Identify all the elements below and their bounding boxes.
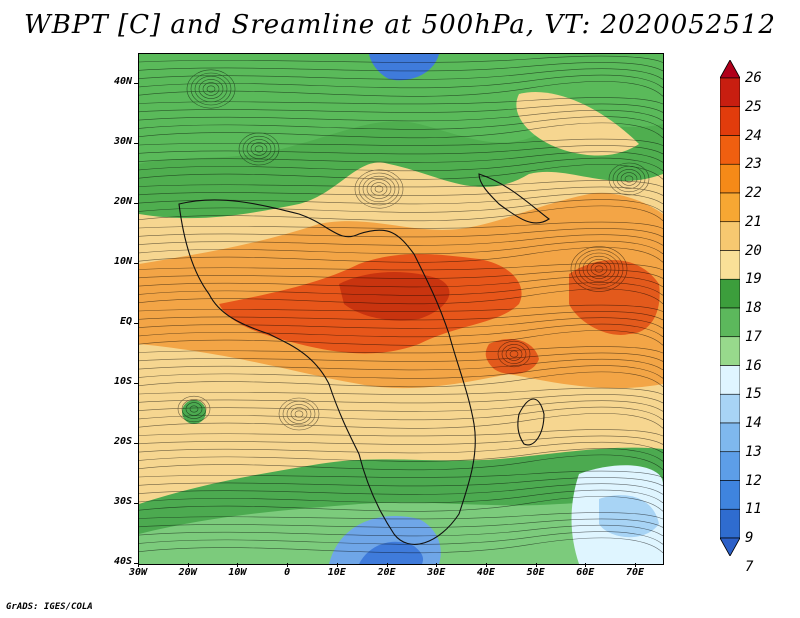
colorbar-segment — [720, 106, 740, 136]
colorbar-label: 19 — [745, 271, 762, 288]
lat-label: 10N — [113, 256, 132, 267]
colorbar-segment — [720, 480, 740, 510]
colorbar-label: 12 — [745, 472, 762, 489]
lon-label: 40E — [476, 567, 495, 578]
lon-tick — [138, 563, 139, 567]
lon-label: 20W — [178, 567, 197, 578]
colorbar-segment — [720, 192, 740, 223]
lon-label: 20E — [377, 567, 396, 578]
colorbar — [720, 60, 740, 556]
colorbar-label: 21 — [745, 213, 762, 230]
lat-tick — [134, 323, 138, 324]
colorbar-label: 16 — [745, 357, 762, 374]
colorbar-label: 24 — [745, 127, 762, 144]
lon-label: 10W — [228, 567, 247, 578]
lon-tick — [187, 563, 189, 567]
colorbar-label: 13 — [745, 443, 762, 460]
lat-tick — [134, 443, 138, 444]
lat-label: 20N — [113, 196, 132, 207]
coastline — [178, 173, 550, 545]
lon-tick — [436, 563, 438, 567]
colorbar-segment — [720, 336, 740, 366]
colorbar-segment — [720, 508, 740, 539]
colorbar-label: 17 — [745, 328, 762, 345]
lon-label: 70E — [625, 567, 645, 578]
colorbar-top-arrow — [720, 60, 740, 79]
lon-tick — [485, 563, 487, 567]
colorbar-segment — [720, 163, 740, 194]
lat-tick — [134, 203, 138, 204]
lon-tick — [535, 563, 537, 567]
lon-label: 30W — [128, 567, 148, 578]
lat-label: EQ — [119, 316, 132, 327]
colorbar-segment — [720, 135, 740, 165]
lon-tick — [635, 563, 636, 567]
colorbar-segment — [720, 451, 740, 481]
lat-tick — [134, 563, 138, 564]
colorbar-label: 14 — [745, 415, 762, 431]
colorbar-label: 26 — [745, 70, 762, 86]
colorbar-segment — [720, 365, 740, 395]
colorbar-bottom-arrow — [720, 537, 740, 556]
colorbar-label: 9 — [745, 530, 754, 546]
lat-label: 10S — [113, 376, 132, 387]
lon-label: 60E — [576, 567, 595, 578]
lon-label: 30E — [427, 567, 446, 578]
lat-tick — [134, 383, 138, 384]
colorbar-label: 15 — [745, 386, 762, 403]
lon-tick — [585, 563, 587, 567]
lon-label: 0 — [284, 567, 291, 578]
colorbar-label: 20 — [745, 242, 762, 259]
lat-label: 30S — [113, 496, 132, 507]
lat-label: 20S — [113, 436, 132, 447]
lon-tick — [287, 563, 289, 567]
colorbar-label: 18 — [745, 300, 762, 316]
colorbar-segment — [720, 393, 740, 424]
lon-tick — [237, 563, 239, 567]
colorbar-label: 11 — [745, 501, 762, 518]
lon-tick — [386, 563, 388, 567]
colorbar-segment — [720, 250, 740, 280]
colorbar-label: 22 — [745, 185, 762, 201]
colorbar-label: 25 — [745, 98, 762, 115]
colorbar-segment — [720, 307, 740, 338]
lat-label: 40S — [113, 556, 132, 567]
map-panel — [138, 53, 664, 565]
lat-label: 40N — [113, 76, 132, 87]
colorbar-segment — [720, 221, 740, 251]
lat-tick — [134, 263, 138, 264]
lon-tick — [336, 563, 338, 567]
wbpt-field-map — [139, 54, 663, 564]
colorbar-label: 23 — [745, 156, 762, 173]
colorbar-segment — [720, 278, 740, 309]
lat-tick — [134, 143, 138, 144]
lat-label: 30N — [113, 136, 132, 147]
map-title: WBPT [C] and Sreamline at 500hPa, VT: 20… — [24, 10, 776, 40]
lat-tick — [134, 503, 138, 504]
lon-label: 10E — [327, 567, 346, 578]
lat-tick — [134, 83, 138, 84]
lon-label: 50E — [526, 567, 545, 578]
colorbar-segment — [720, 422, 740, 453]
colorbar-label: 7 — [745, 558, 754, 575]
colorbar-segment — [720, 77, 740, 108]
credit-text: GrADS: IGES/COLA — [6, 602, 93, 612]
